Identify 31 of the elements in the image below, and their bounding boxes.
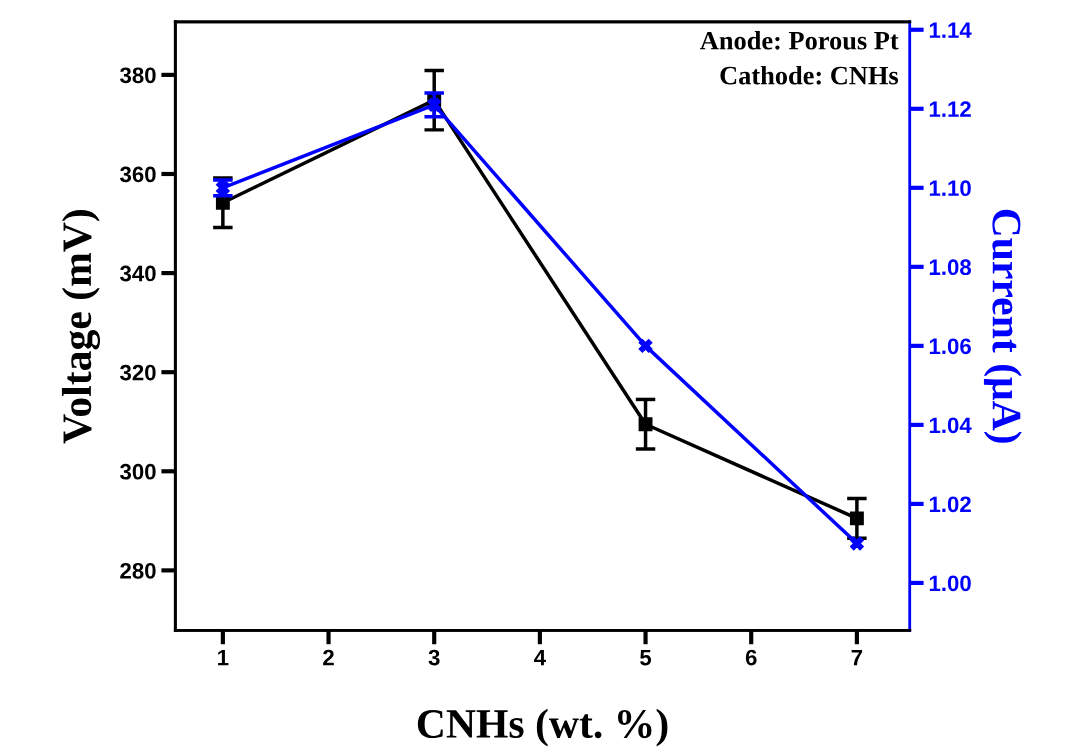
y-tick-label: 380 — [120, 67, 156, 84]
x-axis-title: CNHs (wt. %) — [417, 708, 668, 747]
x-tick-label: 6 — [745, 649, 757, 666]
y2-tick-label: 1.02 — [929, 496, 971, 513]
y2-tick-label: 1.12 — [929, 101, 971, 117]
y-tick-label: 300 — [120, 463, 156, 480]
y-axis-title: Voltage (mV) — [61, 210, 101, 444]
y-tick-label: 360 — [120, 166, 156, 183]
y2-tick-label: 1.06 — [929, 338, 971, 355]
y2-tick-label: 1.04 — [929, 417, 972, 434]
y-tick-label: 340 — [120, 265, 156, 282]
y2-tick-label: 1.10 — [929, 180, 971, 197]
x-tick-label: 4 — [534, 649, 546, 666]
y2-tick-label: 1.08 — [929, 259, 972, 276]
y2-axis-title: Current (μA) — [983, 209, 1022, 443]
point — [849, 511, 864, 526]
point — [427, 97, 442, 112]
x-tick-label: 1 — [218, 649, 229, 666]
y2-tick-label: 1.00 — [929, 575, 971, 592]
x-tick-label: 3 — [428, 649, 440, 666]
x-tick-label: 7 — [851, 649, 863, 666]
point — [638, 417, 653, 432]
x-tick-label: 5 — [640, 649, 652, 666]
y-tick-label: 280 — [120, 562, 156, 579]
point — [638, 338, 653, 353]
annotation: Anode: Porous Pt Cathode: CNHs — [700, 30, 899, 85]
y2-tick-label: 1.14 — [929, 22, 972, 38]
x-tick-label: 2 — [323, 649, 334, 666]
point — [215, 195, 230, 210]
point — [849, 536, 864, 551]
y-tick-label: 320 — [120, 364, 156, 381]
